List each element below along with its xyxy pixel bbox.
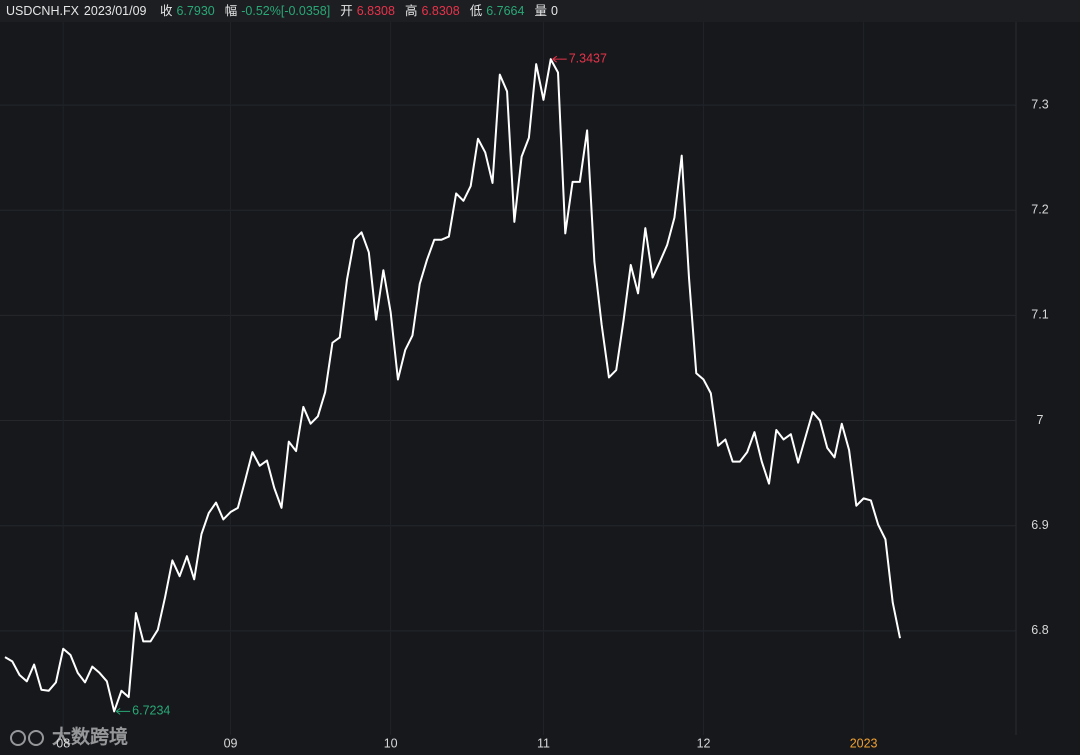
- y-tick-label: 6.8: [1031, 623, 1048, 637]
- x-tick-label: 08: [56, 736, 70, 750]
- watermark: 大数跨境: [10, 725, 128, 748]
- field-label: 低: [469, 4, 483, 18]
- field-value: 6.8308: [356, 4, 395, 18]
- header: USDCNH.FX 2023/01/09 收 6.7930 幅 -0.52%[-0.03…: [0, 0, 1080, 22]
- annotation: 7.3437: [569, 51, 607, 65]
- x-tick-label: 10: [384, 736, 398, 750]
- annotation-arrow: [115, 707, 131, 715]
- watermark-text: 大数跨境: [52, 725, 128, 748]
- field-label: 开: [340, 4, 353, 18]
- field-label: 收: [159, 4, 173, 18]
- field-label: 幅: [224, 4, 238, 18]
- field-label: 高: [404, 4, 418, 18]
- field-value: 6.8308: [421, 4, 460, 18]
- field-label: 量: [534, 4, 547, 18]
- y-tick-label: 6.9: [1031, 518, 1048, 532]
- field-value: -0.52%[-0.0358]: [241, 4, 331, 18]
- y-tick-label: 7.1: [1031, 308, 1048, 322]
- y-tick-label: 7.2: [1031, 203, 1048, 217]
- symbol: USDCNH.FX: [6, 4, 79, 18]
- price-line: [4, 58, 901, 713]
- plot-background: [0, 22, 1080, 755]
- annotation: 6.7234: [132, 704, 170, 718]
- x-tick-label: 09: [224, 736, 238, 750]
- field-value: 0: [550, 4, 558, 18]
- x-tick-label: 2023: [850, 736, 878, 750]
- x-tick-label: 12: [697, 736, 711, 750]
- x-tick-label: 11: [537, 736, 550, 750]
- y-tick-label: 7: [1037, 413, 1044, 427]
- annotation-arrow: [552, 55, 567, 63]
- date: 2023/01/09: [83, 4, 147, 18]
- field-value: 6.7930: [176, 4, 215, 18]
- field-value: 6.7664: [486, 4, 525, 18]
- y-tick-label: 7.3: [1031, 97, 1048, 111]
